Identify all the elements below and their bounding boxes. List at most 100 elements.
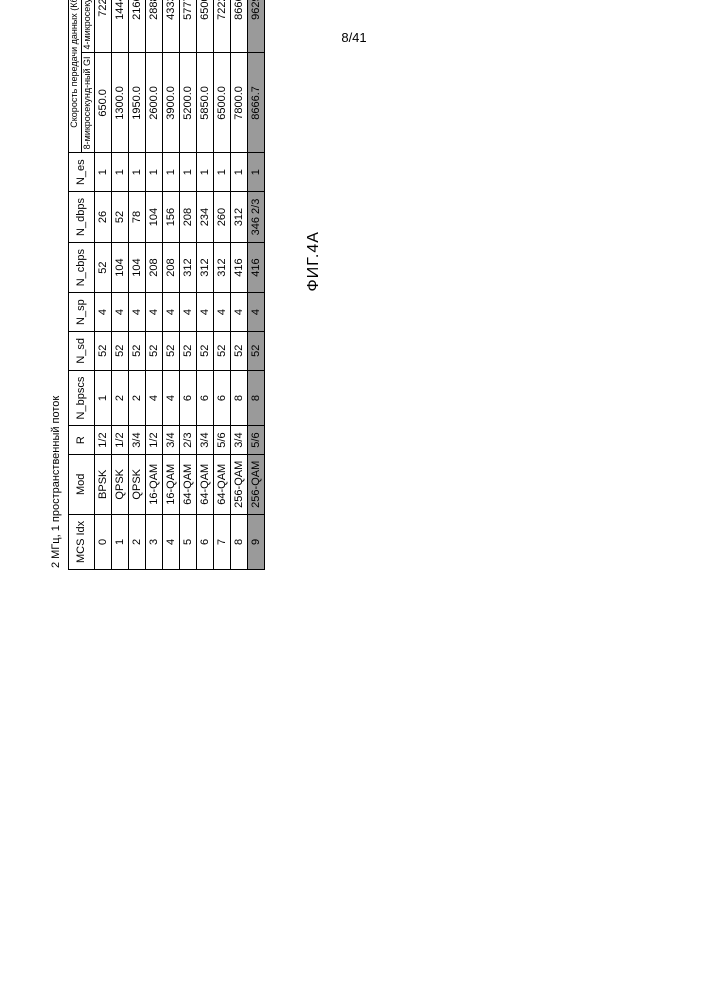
cell-n_dbps: 208 — [179, 192, 196, 243]
col-rate-8us: 8-микросекунд-ный GI — [81, 53, 94, 153]
cell-n_cbps: 104 — [111, 242, 128, 292]
cell-r8: 6500.0 — [213, 53, 230, 153]
table-body: 0BPSK1/2152452261650.0722.21QPSK1/225241… — [94, 0, 264, 570]
cell-mod: BPSK — [94, 454, 111, 514]
table-row: 316-QAM1/2452420810412600.02888.9 — [145, 0, 162, 570]
cell-n_sd: 52 — [94, 331, 111, 370]
cell-idx: 7 — [213, 514, 230, 569]
cell-idx: 5 — [179, 514, 196, 569]
table-row: 664-QAM3/4652431223415850.06500.0 — [196, 0, 213, 570]
cell-r: 1/2 — [94, 426, 111, 454]
col-n-sp: N_sp — [69, 293, 95, 332]
rotated-content: 2 МГц, 1 пространственный поток MCS Idx … — [50, 0, 323, 570]
cell-n_es: 1 — [128, 153, 145, 192]
cell-n_sd: 52 — [196, 331, 213, 370]
cell-n_sd: 52 — [162, 331, 179, 370]
cell-idx: 9 — [247, 514, 264, 569]
cell-mod: QPSK — [128, 454, 145, 514]
cell-n_bpscs: 8 — [230, 370, 247, 426]
cell-r: 3/4 — [196, 426, 213, 454]
cell-n_sd: 52 — [247, 331, 264, 370]
cell-r: 3/4 — [230, 426, 247, 454]
cell-n_cbps: 312 — [179, 242, 196, 292]
cell-r: 5/6 — [213, 426, 230, 454]
col-rate-4us: 4-микросекунд-ный GI — [81, 0, 94, 53]
mcs-table: MCS Idx Mod R N_bpscs N_sd N_sp N_cbps N… — [68, 0, 265, 570]
cell-r4: 6500.0 — [196, 0, 213, 53]
cell-mod: QPSK — [111, 454, 128, 514]
col-n-sd: N_sd — [69, 331, 95, 370]
cell-r4: 2166.7 — [128, 0, 145, 53]
cell-r: 3/4 — [128, 426, 145, 454]
cell-mod: 64-QAM — [179, 454, 196, 514]
table-row: 416-QAM3/4452420815613900.04333.3 — [162, 0, 179, 570]
cell-r8: 5850.0 — [196, 53, 213, 153]
cell-n_sp: 4 — [230, 293, 247, 332]
cell-n_sp: 4 — [196, 293, 213, 332]
cell-n_es: 1 — [145, 153, 162, 192]
cell-n_cbps: 208 — [145, 242, 162, 292]
table-row: 9256-QAM5/68524416346 2/318666.79629.6 — [247, 0, 264, 570]
cell-n_dbps: 26 — [94, 192, 111, 243]
cell-r4: 4333.3 — [162, 0, 179, 53]
cell-r4: 9629.6 — [247, 0, 264, 53]
cell-n_sd: 52 — [111, 331, 128, 370]
cell-n_dbps: 346 2/3 — [247, 192, 264, 243]
cell-r8: 3900.0 — [162, 53, 179, 153]
col-n-dbps: N_dbps — [69, 192, 95, 243]
cell-idx: 4 — [162, 514, 179, 569]
cell-n_sp: 4 — [213, 293, 230, 332]
cell-n_sd: 52 — [213, 331, 230, 370]
cell-n_bpscs: 6 — [196, 370, 213, 426]
cell-n_sd: 52 — [179, 331, 196, 370]
cell-n_es: 1 — [179, 153, 196, 192]
cell-mod: 16-QAM — [145, 454, 162, 514]
cell-idx: 2 — [128, 514, 145, 569]
cell-n_dbps: 312 — [230, 192, 247, 243]
cell-mod: 16-QAM — [162, 454, 179, 514]
cell-n_sp: 4 — [179, 293, 196, 332]
cell-r: 1/2 — [111, 426, 128, 454]
table-row: 564-QAM2/3652431220815200.05777.8 — [179, 0, 196, 570]
cell-r8: 1300.0 — [111, 53, 128, 153]
cell-idx: 3 — [145, 514, 162, 569]
cell-n_cbps: 52 — [94, 242, 111, 292]
col-mod: Mod — [69, 454, 95, 514]
col-r: R — [69, 426, 95, 454]
cell-n_cbps: 104 — [128, 242, 145, 292]
cell-n_cbps: 416 — [230, 242, 247, 292]
cell-r: 2/3 — [179, 426, 196, 454]
cell-idx: 6 — [196, 514, 213, 569]
table-row: 764-QAM5/6652431226016500.07222.2 — [213, 0, 230, 570]
cell-mod: 64-QAM — [196, 454, 213, 514]
cell-n_es: 1 — [196, 153, 213, 192]
table-row: 0BPSK1/2152452261650.0722.2 — [94, 0, 111, 570]
cell-n_dbps: 104 — [145, 192, 162, 243]
figure-label: ФИГ.4A — [305, 0, 323, 570]
cell-idx: 8 — [230, 514, 247, 569]
cell-n_bpscs: 2 — [111, 370, 128, 426]
col-rate-group: Скорость передачи данных (Кбит/с) — [69, 0, 82, 153]
cell-n_cbps: 312 — [196, 242, 213, 292]
cell-r8: 650.0 — [94, 53, 111, 153]
cell-n_sd: 52 — [230, 331, 247, 370]
cell-n_sp: 4 — [162, 293, 179, 332]
table-row: 1QPSK1/225241045211300.01444.4 — [111, 0, 128, 570]
cell-r4: 1444.4 — [111, 0, 128, 53]
table-row: 8256-QAM3/4852441631217800.08666.7 — [230, 0, 247, 570]
table-header-row-1: MCS Idx Mod R N_bpscs N_sd N_sp N_cbps N… — [69, 0, 82, 570]
cell-n_es: 1 — [247, 153, 264, 192]
cell-n_es: 1 — [111, 153, 128, 192]
cell-idx: 0 — [94, 514, 111, 569]
cell-mod: 64-QAM — [213, 454, 230, 514]
col-n-bpscs: N_bpscs — [69, 370, 95, 426]
cell-r: 5/6 — [247, 426, 264, 454]
cell-n_bpscs: 4 — [162, 370, 179, 426]
cell-r8: 7800.0 — [230, 53, 247, 153]
cell-r: 1/2 — [145, 426, 162, 454]
cell-n_cbps: 416 — [247, 242, 264, 292]
cell-n_dbps: 234 — [196, 192, 213, 243]
cell-n_es: 1 — [230, 153, 247, 192]
cell-idx: 1 — [111, 514, 128, 569]
col-n-cbps: N_cbps — [69, 242, 95, 292]
